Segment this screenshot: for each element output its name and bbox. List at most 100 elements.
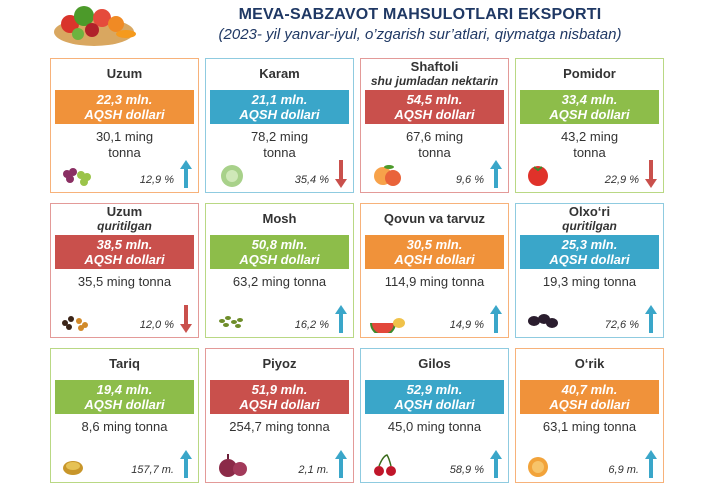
export-value-band: 50,8 mln. AQSH dollari [210, 235, 349, 269]
export-value: 50,8 mln. [251, 237, 308, 252]
product-card: Gilos 52,9 mln. AQSH dollari 45,0 ming tonn… [360, 348, 509, 483]
export-unit: AQSH dollari [394, 107, 475, 122]
export-value-band: 51,9 mln. AQSH dollari [210, 380, 349, 414]
export-value: 22,3 mln. [96, 92, 153, 107]
product-name: Karam [259, 66, 300, 81]
product-name: O‘rik [574, 356, 605, 371]
quantity-line-1: 114,9 ming tonna [384, 274, 485, 289]
export-value: 40,7 mln. [561, 382, 618, 397]
change-percent: 157,7 m. [131, 464, 174, 476]
prunes-icon [524, 307, 560, 333]
change-percent: 12,0 % [139, 319, 174, 331]
export-quantity: 254,7 ming tonna [210, 419, 349, 435]
vegetables-basket-icon [48, 0, 140, 50]
export-value-band: 22,3 mln. AQSH dollari [55, 90, 194, 124]
export-value: 38,5 mln. [96, 237, 153, 252]
cherry-icon [369, 452, 405, 478]
product-card: Tariq 19,4 mln. AQSH dollari 8,6 ming tonna… [50, 348, 199, 483]
apricot-icon [524, 452, 560, 478]
export-unit: AQSH dollari [394, 397, 475, 412]
export-value-band: 33,4 mln. AQSH dollari [520, 90, 659, 124]
product-card: Uzum quritilgan 38,5 mln. AQSH dollari 35,5 … [50, 203, 199, 338]
export-unit: AQSH dollari [84, 397, 165, 412]
arrow-up-icon [490, 305, 502, 333]
change-percent: 9,6 % [455, 174, 484, 186]
product-card: Qovun va tarvuz 30,5 mln. AQSH dollari 114,… [360, 203, 509, 338]
product-name-block: Pomidor [516, 59, 663, 89]
product-name: Shaftoli [410, 59, 459, 74]
export-value-band: 19,4 mln. AQSH dollari [55, 380, 194, 414]
product-name-block: O‘rik [516, 349, 663, 379]
quantity-line-1: 63,1 ming tonna [542, 419, 637, 434]
export-unit: AQSH dollari [239, 107, 320, 122]
export-unit: AQSH dollari [84, 252, 165, 267]
export-quantity: 78,2 ming tonna [210, 129, 349, 161]
export-value-band: 21,1 mln. AQSH dollari [210, 90, 349, 124]
export-quantity: 63,1 ming tonna [520, 419, 659, 435]
product-card: Mosh 50,8 mln. AQSH dollari 63,2 ming tonna… [205, 203, 354, 338]
product-subname: quritilgan [97, 219, 152, 233]
arrow-up-icon [490, 450, 502, 478]
export-value-band: 38,5 mln. AQSH dollari [55, 235, 194, 269]
arrow-up-icon [180, 450, 192, 478]
export-value-band: 25,3 mln. AQSH dollari [520, 235, 659, 269]
export-quantity: 114,9 ming tonna [365, 274, 504, 290]
melon-icon [369, 307, 405, 336]
product-name: Mosh [262, 211, 297, 226]
arrow-up-icon [335, 450, 347, 478]
change-percent: 14,9 % [449, 319, 484, 331]
export-quantity: 63,2 ming tonna [210, 274, 349, 290]
export-quantity: 30,1 ming tonna [55, 129, 194, 161]
export-value-band: 30,5 mln. AQSH dollari [365, 235, 504, 269]
arrow-up-icon [490, 160, 502, 188]
quantity-line-2: tonna [418, 145, 451, 160]
quantity-line-1: 78,2 ming [250, 129, 309, 144]
product-name-block: Uzum [51, 59, 198, 89]
export-quantity: 45,0 ming tonna [365, 419, 504, 435]
export-value: 25,3 mln. [561, 237, 618, 252]
page-subtitle: (2023- yil yanvar-iyul, o’zgarish sur’at… [218, 26, 622, 43]
export-value: 33,4 mln. [561, 92, 618, 107]
change-percent: 6,9 m. [608, 464, 639, 476]
product-name-block: Gilos [361, 349, 508, 379]
export-value: 21,1 mln. [251, 92, 308, 107]
quantity-line-1: 19,3 ming tonna [542, 274, 637, 289]
quantity-line-1: 43,2 ming [560, 129, 619, 144]
arrow-down-icon [335, 160, 347, 188]
product-name: Uzum [106, 204, 143, 219]
product-name-block: Shaftoli shu jumladan nektarin [361, 59, 508, 89]
change-percent: 35,4 % [294, 174, 329, 186]
change-percent: 2,1 m. [298, 464, 329, 476]
export-unit: AQSH dollari [239, 397, 320, 412]
peach-icon [369, 162, 405, 188]
product-name-block: Uzum quritilgan [51, 204, 198, 234]
product-card: Piyoz 51,9 mln. AQSH dollari 254,7 ming ton… [205, 348, 354, 483]
product-name-block: Karam [206, 59, 353, 89]
page-title: MEVA-SABZAVOT MAHSULOTLARI EKSPORTI [238, 6, 602, 23]
export-value: 19,4 mln. [96, 382, 153, 397]
grapes-icon [59, 162, 95, 188]
quantity-line-2: tonna [263, 145, 296, 160]
arrow-up-icon [180, 160, 192, 188]
tomato-icon [524, 162, 560, 188]
product-name: Uzum [106, 66, 143, 81]
product-card: O‘rik 40,7 mln. AQSH dollari 63,1 ming tonn… [515, 348, 664, 483]
quantity-line-1: 67,6 ming [405, 129, 464, 144]
export-value: 51,9 mln. [251, 382, 308, 397]
export-quantity: 67,6 ming tonna [365, 129, 504, 161]
quantity-line-1: 63,2 ming tonna [232, 274, 327, 289]
export-unit: AQSH dollari [394, 252, 475, 267]
product-name-block: Piyoz [206, 349, 353, 379]
quantity-line-1: 45,0 ming tonna [387, 419, 482, 434]
change-percent: 12,9 % [139, 174, 174, 186]
export-quantity: 43,2 ming tonna [520, 129, 659, 161]
change-percent: 72,6 % [604, 319, 639, 331]
product-name-block: Qovun va tarvuz [361, 204, 508, 234]
export-quantity: 35,5 ming tonna [55, 274, 194, 290]
arrow-down-icon [645, 160, 657, 188]
product-name-block: Tariq [51, 349, 198, 379]
change-percent: 58,9 % [449, 464, 484, 476]
onion-icon [214, 452, 250, 478]
export-unit: AQSH dollari [239, 252, 320, 267]
export-value-band: 54,5 mln. AQSH dollari [365, 90, 504, 124]
